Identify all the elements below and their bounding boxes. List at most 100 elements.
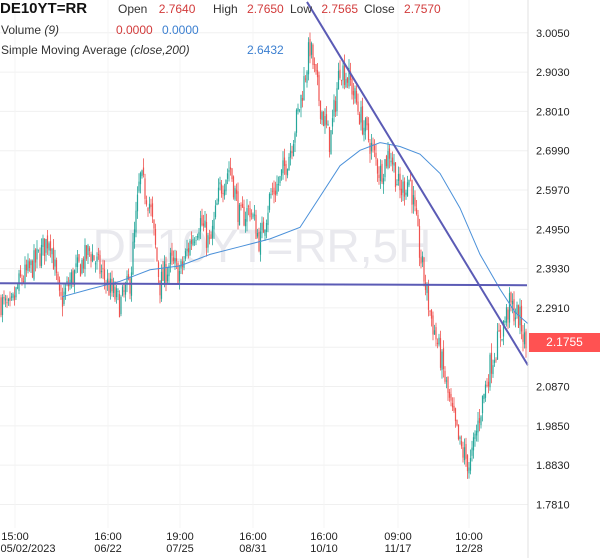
candle-body <box>223 189 226 196</box>
candle-body <box>307 42 310 75</box>
candle-body <box>283 157 286 166</box>
candle-body <box>24 264 26 283</box>
candle-body <box>117 291 119 293</box>
y-tick-label: 1.8830 <box>536 460 570 472</box>
candle-body <box>286 169 289 176</box>
candle-body <box>465 444 467 459</box>
ohlc-low: Low 2.7565 <box>290 2 358 16</box>
trendlines[interactable] <box>0 1 529 366</box>
candle-body <box>318 75 320 101</box>
candle-body <box>171 250 173 256</box>
x-tick-time: 16:00 <box>94 531 122 543</box>
candle-body <box>79 264 82 277</box>
sma-value: 2.6432 <box>247 43 284 57</box>
candle-body <box>229 167 232 170</box>
candle-body <box>247 206 250 208</box>
candle-body <box>54 259 56 267</box>
candle-body <box>228 169 230 173</box>
y-tick-label: 2.2910 <box>536 303 570 315</box>
candle-body <box>172 257 175 261</box>
candle-body <box>429 311 431 313</box>
candle-body <box>40 244 43 266</box>
x-tick-time: 16:00 <box>310 531 338 543</box>
candle-body <box>379 165 382 182</box>
candle-body <box>457 424 460 440</box>
candle-body <box>291 151 293 154</box>
candle-body <box>498 330 500 332</box>
candle-body <box>511 300 514 305</box>
candle-body <box>348 67 350 87</box>
candle-body <box>114 286 116 300</box>
candle-body <box>198 232 200 239</box>
candle-body <box>255 214 257 239</box>
candle-body <box>328 127 331 152</box>
y-tick-label: 2.3930 <box>536 264 570 276</box>
volume-value-2: 0.0000 <box>162 23 199 37</box>
candle-body <box>399 173 401 191</box>
candle-body <box>417 214 419 227</box>
y-tick-label: 3.0050 <box>536 28 570 40</box>
candle-body <box>439 338 442 368</box>
candle-body <box>370 142 373 152</box>
x-tick-date: 05/02/2023 <box>0 543 55 555</box>
candle-body <box>480 416 482 426</box>
candle-body <box>493 360 496 363</box>
candle-body <box>390 160 392 163</box>
candle-body <box>514 317 517 320</box>
candle-body <box>103 269 106 281</box>
candle-body <box>0 297 2 316</box>
trendline[interactable] <box>306 1 529 366</box>
trendline[interactable] <box>0 282 528 287</box>
candle-body <box>423 257 425 282</box>
candle-body <box>367 123 370 140</box>
x-tick-time: 10:00 <box>455 531 483 543</box>
candle-body <box>261 223 263 231</box>
candle-body <box>312 44 314 66</box>
candle-body <box>466 455 469 472</box>
candle-body <box>241 203 244 208</box>
candle-body <box>288 156 290 171</box>
y-tick-label: 1.9850 <box>536 421 570 433</box>
low-label: Low <box>290 2 313 16</box>
candle-body <box>486 384 488 386</box>
candle-body <box>234 188 236 200</box>
candle-body <box>349 71 352 80</box>
candle-body <box>201 215 203 226</box>
candle-body <box>141 170 143 177</box>
candle-body <box>364 118 367 132</box>
candle-body <box>189 240 191 255</box>
candle-body <box>3 296 5 299</box>
candle-body <box>186 248 188 251</box>
y-tick-label: 2.0870 <box>536 382 570 394</box>
candle-body <box>297 107 299 112</box>
candle-body <box>481 395 484 414</box>
candle-body <box>193 241 196 243</box>
y-tick-label: 2.5970 <box>536 185 570 197</box>
sma-params: (close,200) <box>130 43 190 57</box>
candle-body <box>306 71 308 83</box>
y-tick-label: 1.7810 <box>536 499 570 511</box>
candle-body <box>97 254 100 255</box>
candle-body <box>135 210 137 233</box>
candle-body <box>154 229 157 245</box>
candle-body <box>231 168 233 180</box>
candle-body <box>369 143 371 154</box>
candle-body <box>36 248 38 260</box>
candle-body <box>324 116 326 126</box>
candle-body <box>507 309 509 320</box>
candle-body <box>453 405 455 411</box>
candle-body <box>295 109 298 133</box>
candle-body <box>259 231 262 255</box>
candle-body <box>262 221 265 233</box>
candle-body <box>123 290 125 292</box>
candle-body <box>357 101 359 112</box>
candle-body <box>292 143 295 157</box>
candle-body <box>13 295 16 301</box>
candle-body <box>37 249 40 251</box>
candle-body <box>109 278 112 293</box>
candle-body <box>352 90 355 96</box>
x-tick-date: 06/22 <box>94 543 122 555</box>
candle-body <box>73 270 76 286</box>
candle-body <box>190 239 193 244</box>
